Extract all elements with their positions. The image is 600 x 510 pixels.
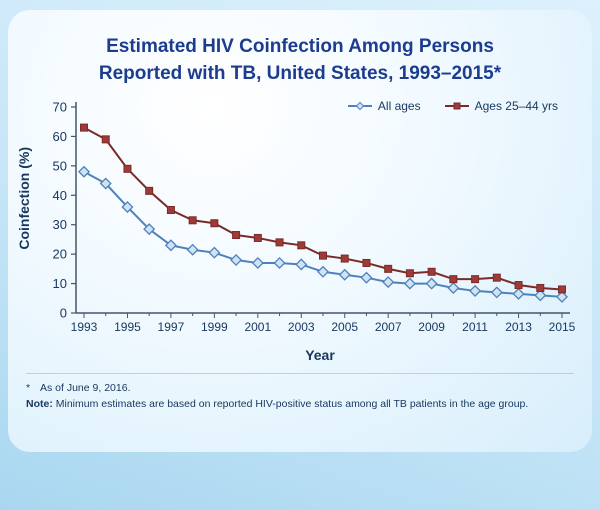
title-line1: Estimated HIV Coinfection Among Persons xyxy=(106,36,494,57)
y-tick-label: 0 xyxy=(60,306,67,321)
data-point xyxy=(514,281,523,290)
y-tick-label: 40 xyxy=(53,188,67,203)
y-tick-label: 50 xyxy=(53,159,67,174)
diamond-marker-icon xyxy=(347,101,372,111)
footnote-note: Note: Minimum estimates are based on rep… xyxy=(26,397,574,413)
data-point xyxy=(251,257,264,270)
data-point xyxy=(101,135,110,144)
data-point xyxy=(273,257,286,270)
data-point xyxy=(230,254,243,267)
x-tick-label: 2001 xyxy=(244,320,271,334)
y-tick-label: 70 xyxy=(53,100,67,115)
data-point xyxy=(253,234,262,243)
data-point xyxy=(121,201,134,214)
x-tick-label: 2007 xyxy=(375,320,402,334)
chart-legend: All ages Ages 25–44 yrs xyxy=(347,99,558,114)
data-point xyxy=(469,285,482,298)
slide: Estimated HIV Coinfection Among Persons R… xyxy=(8,10,592,452)
data-point xyxy=(362,259,371,268)
data-point xyxy=(186,243,199,256)
footnote-note-text: Minimum estimates are based on reported … xyxy=(52,397,529,410)
data-point xyxy=(77,165,91,178)
data-point xyxy=(555,290,569,304)
y-tick-label: 30 xyxy=(53,217,67,232)
data-point xyxy=(405,269,414,278)
data-point xyxy=(143,223,156,236)
data-point xyxy=(384,265,393,274)
data-point xyxy=(295,258,308,271)
x-tick-label: 1999 xyxy=(201,320,228,334)
data-point xyxy=(340,254,349,263)
data-point xyxy=(208,246,221,259)
data-point xyxy=(210,219,219,228)
x-tick-label: 1993 xyxy=(71,320,98,334)
chart: Coinfection (%) All ages Ages 25–44 yrs 0… xyxy=(8,91,592,345)
data-point xyxy=(338,268,351,281)
data-point xyxy=(275,238,284,247)
data-point xyxy=(427,267,436,276)
legend-item: All ages xyxy=(347,99,421,114)
legend-item: Ages 25–44 yrs xyxy=(444,99,558,114)
x-tick-label: 2003 xyxy=(288,320,315,334)
y-tick-label: 20 xyxy=(53,247,67,262)
x-tick-label: 2015 xyxy=(549,320,576,334)
data-point xyxy=(558,285,566,294)
data-point xyxy=(490,286,503,299)
data-point xyxy=(164,239,177,252)
footnote-note-label: Note: xyxy=(26,397,53,410)
data-point xyxy=(166,206,175,215)
data-point xyxy=(145,187,154,196)
y-tick-label: 10 xyxy=(53,276,67,291)
square-marker-icon xyxy=(444,101,469,111)
data-point xyxy=(471,275,480,284)
footnotes: * As of June 9, 2016. Note: Minimum estim… xyxy=(26,373,574,413)
slide-title: Estimated HIV Coinfection Among Persons R… xyxy=(8,10,592,91)
footnote-asterisk: * xyxy=(26,382,31,395)
data-point xyxy=(425,277,438,290)
title-line2: Reported with TB, United States, 1993–20… xyxy=(98,62,502,84)
data-point xyxy=(536,284,545,293)
x-tick-label: 2013 xyxy=(505,320,532,334)
x-tick-label: 1995 xyxy=(114,320,141,334)
data-point xyxy=(447,282,460,295)
data-point xyxy=(492,273,501,282)
data-point xyxy=(316,265,330,278)
x-tick-label: 2009 xyxy=(418,320,445,334)
data-point xyxy=(297,241,306,250)
x-tick-label: 1997 xyxy=(158,320,185,334)
data-point xyxy=(360,271,373,284)
data-point xyxy=(80,123,88,132)
chart-plot-area: All ages Ages 25–44 yrs 0 10 20 30 40 50 60 70 19… xyxy=(36,97,576,345)
data-point xyxy=(99,177,112,190)
data-point xyxy=(188,216,197,225)
x-tick-label: 2005 xyxy=(331,320,358,334)
footnote-asof-text: As of June 9, 2016. xyxy=(40,382,131,395)
data-point xyxy=(319,251,327,260)
legend-label: All ages xyxy=(377,99,421,114)
data-point xyxy=(232,231,241,240)
y-tick-label: 60 xyxy=(53,129,67,144)
legend-label: Ages 25–44 yrs xyxy=(474,99,558,114)
data-point xyxy=(512,288,525,301)
data-point xyxy=(449,275,458,284)
data-point xyxy=(382,276,395,289)
x-axis-label: Year xyxy=(305,347,335,364)
footnote-asof: * As of June 9, 2016. xyxy=(26,381,574,397)
x-tick-label: 2011 xyxy=(462,320,488,334)
y-axis-label: Coinfection (%) xyxy=(16,146,32,250)
data-point xyxy=(534,289,547,302)
chart-canvas: 0 10 20 30 40 50 60 70 1993 1995 1997 1999 2001 2003 2… xyxy=(53,100,576,335)
data-point xyxy=(123,164,132,173)
data-point xyxy=(403,277,416,290)
series-line xyxy=(83,126,563,291)
